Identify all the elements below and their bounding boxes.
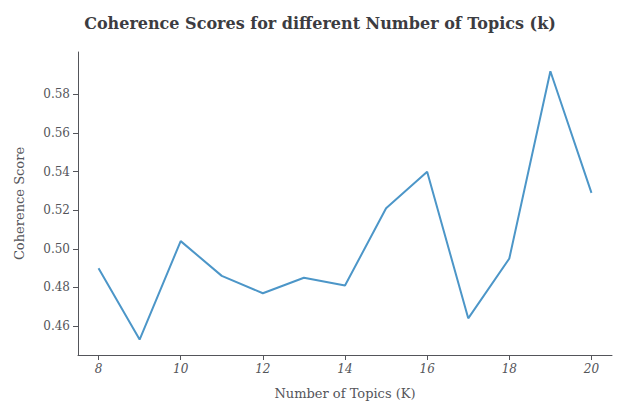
svg-text:0.52: 0.52 bbox=[43, 203, 70, 217]
svg-text:0.56: 0.56 bbox=[43, 126, 70, 140]
svg-text:16: 16 bbox=[420, 362, 436, 376]
svg-text:12: 12 bbox=[255, 362, 270, 376]
svg-text:0.46: 0.46 bbox=[43, 319, 70, 333]
svg-text:Coherence Score: Coherence Score bbox=[12, 147, 27, 260]
svg-text:0.58: 0.58 bbox=[43, 87, 70, 101]
svg-text:0.48: 0.48 bbox=[43, 280, 70, 294]
svg-text:18: 18 bbox=[502, 362, 518, 376]
svg-text:0.54: 0.54 bbox=[43, 165, 70, 179]
svg-text:8: 8 bbox=[95, 362, 103, 376]
svg-text:0.50: 0.50 bbox=[43, 242, 70, 256]
svg-text:Coherence Scores for different: Coherence Scores for different Number of… bbox=[84, 14, 556, 33]
svg-text:20: 20 bbox=[583, 362, 600, 376]
svg-text:10: 10 bbox=[173, 362, 189, 376]
svg-text:14: 14 bbox=[337, 362, 352, 376]
svg-text:Number of Topics (K): Number of Topics (K) bbox=[274, 386, 415, 401]
